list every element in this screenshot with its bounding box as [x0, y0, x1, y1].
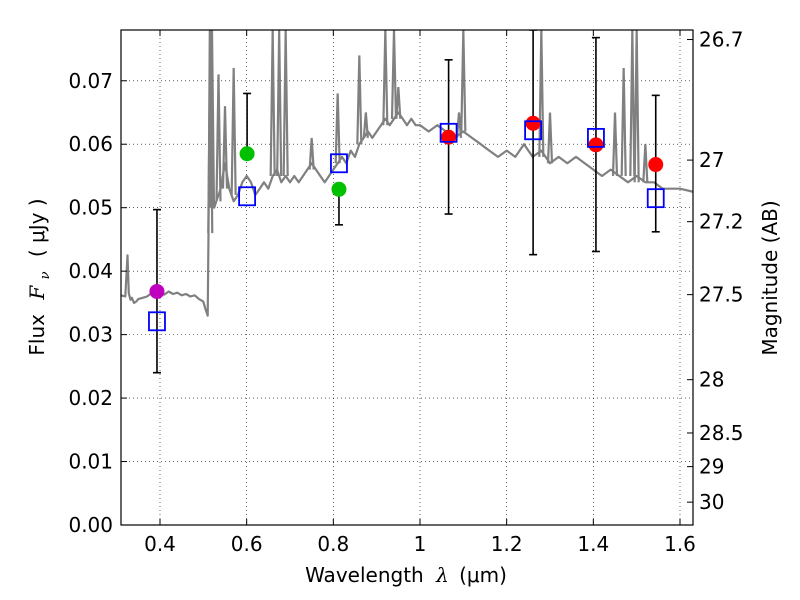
model-photometry-square-3: [439, 122, 458, 143]
emission-line-spike: [308, 137, 315, 170]
observed-point-F160W: [648, 157, 664, 173]
emission-line-spike: [390, 30, 398, 119]
observed-point-F125W: [525, 115, 541, 131]
y-tick-label: 0.06: [68, 132, 113, 156]
observed-point-F606W: [239, 146, 255, 162]
x-tick-label: 0.4: [144, 532, 176, 556]
x-tick-label: 0.8: [317, 532, 349, 556]
plot-frame: [120, 29, 694, 526]
x-axis-ticks: 0.4 0.6 0.8 1 1.2 1.4 1.6: [144, 30, 696, 556]
y-tick-label: 0.07: [68, 69, 113, 93]
y-axis-label-unit: ( μJy ): [25, 198, 49, 257]
x-axis-label-symbol: λ: [435, 563, 449, 587]
y-axis-label-subscript: ν: [38, 271, 53, 279]
model-photometry-square-0: [148, 311, 166, 332]
emission-line-spike: [282, 30, 289, 176]
emission-line-spike: [362, 112, 369, 138]
y-tick-label: 0.02: [68, 386, 113, 410]
emission-line-spike: [395, 87, 402, 119]
x-axis-label-unit: (μm): [459, 563, 507, 587]
y-tick-label: 0.04: [68, 259, 113, 283]
magnitude-axis-label: Magnitude (AB): [758, 200, 782, 355]
model-photometry-square-2: [330, 153, 348, 174]
mag-tick-label: 27: [699, 148, 724, 172]
emission-line-spike: [269, 30, 276, 176]
model-photometry-square-4: [524, 120, 542, 141]
emission-line-spike: [356, 55, 363, 145]
magnitude-axis-ticks: 26.7 27 27.2 27.5 28 28.5 29 30: [687, 28, 744, 514]
emission-line-spike: [620, 68, 627, 176]
mag-tick-label: 30: [699, 490, 724, 514]
y-tick-label: 0.00: [68, 513, 113, 537]
emission-line-spike: [221, 106, 229, 189]
emission-line-spike: [633, 30, 640, 183]
emission-line-spike: [207, 30, 214, 234]
model-photometry-square-6: [646, 188, 665, 209]
plot-area: [121, 30, 693, 374]
x-tick-label: 1: [414, 532, 427, 556]
mag-tick-label: 28: [699, 368, 724, 392]
mag-tick-label: 26.7: [699, 28, 744, 52]
model-photometry-square-1: [238, 186, 257, 207]
observed-points-group: [149, 115, 664, 299]
observed-point-F814W: [331, 181, 347, 197]
model-photometry-group: [148, 120, 665, 332]
x-axis-label: Wavelength λ (μm): [305, 563, 507, 587]
emission-line-spike: [546, 112, 554, 164]
x-tick-label: 1.2: [491, 532, 523, 556]
mag-tick-label: 27.2: [699, 210, 744, 234]
y-tick-label: 0.05: [68, 196, 113, 220]
y-tick-label: 0.01: [68, 450, 113, 474]
model-spectrum-line: [121, 30, 693, 317]
emission-line-spike: [276, 30, 283, 176]
model-spectrum-group: [121, 30, 693, 317]
y-axis-label-text: Flux: [25, 314, 49, 356]
mag-tick-label: 28.5: [699, 421, 744, 445]
emission-line-spike: [382, 30, 389, 126]
emission-line-spike: [215, 74, 222, 202]
y-axis-ticks: 0.00 0.01 0.02 0.03 0.04 0.05 0.06 0.07: [68, 69, 127, 537]
x-tick-label: 1.4: [577, 532, 609, 556]
emission-line-spike: [230, 68, 237, 196]
emission-line-spike: [460, 30, 467, 132]
errorbars-group: [152, 30, 660, 374]
model-photometry-square-5: [587, 127, 605, 148]
mag-tick-label: 29: [699, 455, 724, 479]
y-axis-label-symbol: F: [25, 285, 49, 301]
grid-lines: [121, 30, 693, 526]
mag-tick-label: 27.5: [699, 283, 744, 307]
observed-point-F140W: [588, 137, 604, 153]
x-axis-label-text: Wavelength: [305, 563, 424, 587]
observed-point-F435W: [149, 283, 165, 299]
emission-line-spike: [334, 93, 341, 164]
y-axis-label: Flux F ν ( μJy ): [25, 198, 54, 355]
emission-line-spike: [629, 30, 636, 176]
emission-line-spike: [611, 112, 619, 176]
emission-line-spike: [208, 30, 216, 208]
x-tick-label: 1.6: [664, 532, 696, 556]
y-tick-label: 0.03: [68, 323, 113, 347]
emission-line-spike: [642, 144, 649, 183]
x-tick-label: 0.6: [231, 532, 263, 556]
emission-line-spike: [538, 30, 545, 157]
